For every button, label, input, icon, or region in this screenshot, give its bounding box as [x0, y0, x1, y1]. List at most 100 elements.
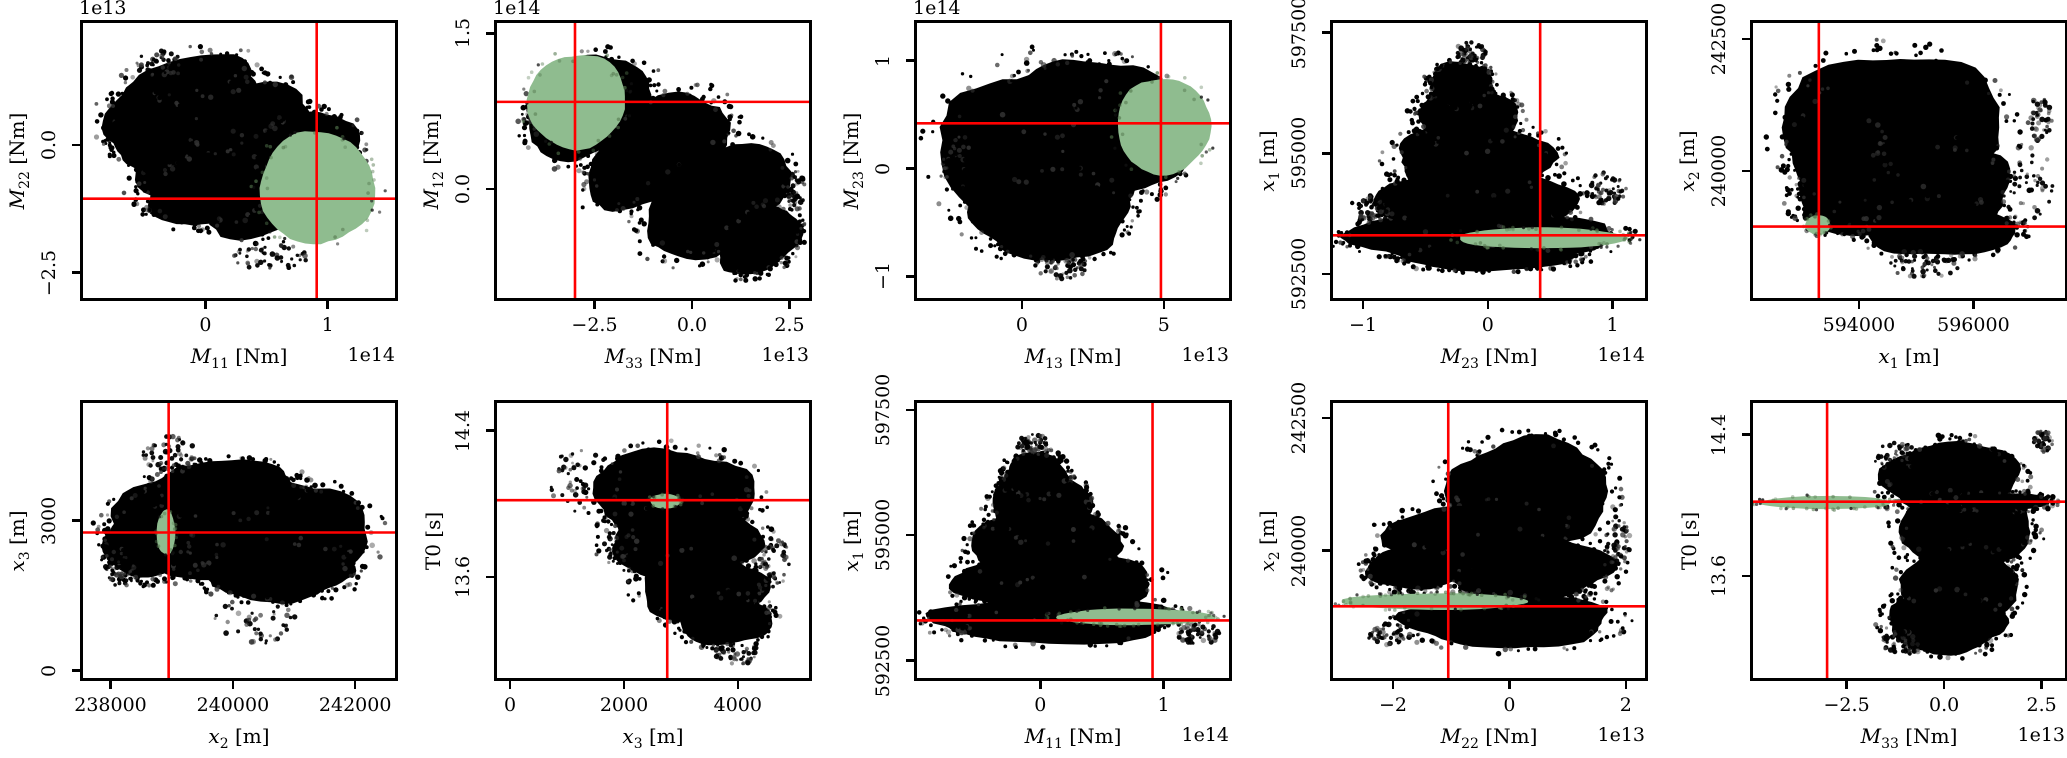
scatter-point [293, 494, 300, 501]
scatter-point [188, 551, 192, 555]
scatter-point [1050, 166, 1056, 172]
scatter-point [304, 477, 310, 483]
scatter-point [698, 138, 703, 143]
scatter-point [1063, 141, 1068, 146]
scatter-point [213, 518, 217, 522]
scatter-point [163, 171, 168, 177]
scatter-point [1480, 269, 1486, 275]
scatter-point [1871, 231, 1875, 236]
scatter-point [170, 469, 175, 474]
scatter-point [264, 129, 269, 134]
scatter-point [171, 160, 176, 166]
scatter-point [1556, 173, 1562, 179]
scatter-point [1616, 244, 1620, 248]
scatter-point [767, 266, 773, 272]
scatter-point [1874, 43, 1880, 48]
scatter-point [967, 536, 973, 542]
scatter-point [2000, 190, 2005, 195]
scatter-point [779, 260, 783, 265]
scatter-point [365, 148, 369, 152]
x-tick [1361, 301, 1365, 309]
scatter-point [780, 554, 783, 557]
scatter-point [259, 231, 265, 237]
scatter-point [586, 172, 590, 176]
scatter-point [740, 657, 744, 661]
scatter-point [918, 135, 924, 141]
scatter-point [1469, 100, 1474, 105]
scatter-point [307, 105, 312, 109]
scatter-point [1813, 233, 1817, 237]
scatter-point [1979, 200, 1984, 205]
scatter-point [2019, 145, 2023, 149]
scatter-point [153, 89, 159, 95]
scatter-point [1407, 252, 1412, 257]
scatter-point [197, 132, 203, 138]
scatter-point [1070, 527, 1076, 532]
scatter-point [2047, 108, 2052, 114]
scatter-point [356, 500, 361, 506]
scatter-point [1627, 226, 1632, 232]
scatter-point [725, 642, 730, 647]
scatter-point [1087, 642, 1093, 648]
scatter-point [286, 246, 291, 251]
scatter-point [620, 206, 626, 211]
scatter-point [1380, 203, 1384, 208]
scatter-point [138, 498, 144, 504]
scatter-point [618, 470, 623, 474]
scatter-point [1933, 137, 1937, 141]
scatter-point [252, 185, 256, 189]
scatter-point [636, 564, 641, 568]
scatter-point [259, 540, 265, 546]
scatter-point [1588, 216, 1594, 222]
scatter-point [2043, 118, 2048, 123]
scatter-point [1988, 113, 1992, 117]
scatter-point [797, 219, 802, 224]
scatter-point [230, 599, 235, 605]
scatter-point [1430, 194, 1435, 200]
scatter-point [1791, 122, 1797, 128]
scatter-point [662, 88, 668, 94]
scatter-point [1880, 129, 1884, 134]
scatter-point [1903, 197, 1907, 202]
scatter-point [1117, 528, 1121, 532]
scatter-point [1527, 180, 1532, 185]
scatter-point [1553, 172, 1557, 177]
scatter-point [1108, 573, 1113, 578]
scatter-point [1106, 529, 1110, 533]
scatter-point [802, 229, 807, 234]
scatter-point [2007, 215, 2013, 220]
scatter-point [162, 214, 168, 220]
scatter-point [230, 89, 236, 95]
scatter-point [614, 542, 618, 546]
scatter-point [171, 70, 176, 75]
scatter-point [595, 184, 599, 188]
scatter-point [176, 71, 180, 76]
scatter-point [288, 74, 295, 80]
scatter-point [1469, 40, 1474, 45]
scatter-point [158, 455, 164, 460]
scatter-point [249, 203, 255, 209]
scatter-point [1378, 209, 1384, 215]
scatter-point [132, 490, 138, 495]
scatter-point [266, 236, 271, 241]
scatter-point [1918, 178, 1923, 183]
scatter-point [1124, 603, 1129, 609]
scatter-point [575, 462, 580, 468]
scatter-point [575, 486, 579, 490]
y-tick-label: 240000 [1708, 134, 1730, 208]
scatter-point [746, 205, 752, 210]
scatter-point [250, 611, 254, 615]
scatter-point [1116, 523, 1121, 529]
scatter-point [645, 181, 651, 186]
scatter-point [1071, 111, 1076, 116]
y-axis-label: x2 [m] [1675, 129, 1703, 192]
scatter-point [716, 95, 721, 99]
scatter-point [1017, 535, 1022, 540]
scatter-point [144, 207, 149, 213]
scatter-point [709, 82, 713, 87]
x-tick [109, 681, 112, 689]
scatter-point [284, 627, 289, 632]
scatter-point [1942, 137, 1948, 144]
scatter-point [1392, 172, 1397, 178]
scatter-point [1404, 166, 1408, 170]
